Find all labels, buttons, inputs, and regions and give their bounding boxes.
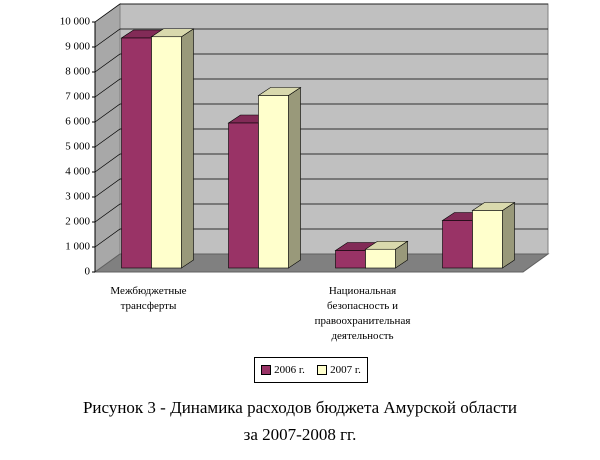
bar xyxy=(472,210,503,269)
legend-swatch xyxy=(261,365,272,376)
chart-title: Рисунок 3 - Динамика расходов бюджета Ам… xyxy=(82,398,518,444)
grid-line xyxy=(94,53,548,73)
grid-line xyxy=(94,128,548,148)
grid-line xyxy=(94,78,548,98)
bar xyxy=(228,122,259,269)
y-tick-label: 2 000 xyxy=(65,216,90,228)
grid-line xyxy=(94,103,548,123)
y-tick-label: 9 000 xyxy=(65,41,90,53)
y-tick-label: 4 000 xyxy=(65,166,90,178)
legend-label: 2007 г. xyxy=(330,364,361,376)
bar xyxy=(121,37,152,269)
grid-line xyxy=(94,28,548,48)
y-tick-label: 3 000 xyxy=(65,191,90,203)
bar xyxy=(365,248,396,269)
bar xyxy=(151,36,182,269)
legend-item: 2006 г. xyxy=(261,364,305,376)
legend-item: 2007 г. xyxy=(317,364,361,376)
grid-line xyxy=(94,228,548,248)
grid-line xyxy=(94,203,548,223)
floor xyxy=(93,253,550,273)
bar xyxy=(335,250,366,269)
bar xyxy=(258,95,289,269)
y-tick-label: 6 000 xyxy=(65,116,90,128)
legend: 2006 г. 2007 г. xyxy=(254,357,368,383)
grid-line xyxy=(94,3,548,23)
y-tick-label: 10 000 xyxy=(60,16,91,28)
y-tick-label: 7 000 xyxy=(65,91,90,103)
y-tick-label: 5 000 xyxy=(65,141,90,153)
y-tick-label: 1 000 xyxy=(65,241,90,253)
x-tick-label: Межбюджетные трансферты xyxy=(110,285,187,312)
bar-side xyxy=(288,86,301,269)
x-tick-label: Национальная безопасность и правоохранит… xyxy=(314,285,411,342)
y-tick-label: 0 xyxy=(85,266,91,278)
bar xyxy=(442,220,473,269)
bar-side xyxy=(502,201,515,269)
y-tick-label: 8 000 xyxy=(65,66,90,78)
grid-line xyxy=(94,178,548,198)
grid-line xyxy=(94,153,548,173)
legend-label: 2006 г. xyxy=(274,364,305,376)
bar-side xyxy=(181,28,194,269)
legend-swatch xyxy=(317,365,328,376)
